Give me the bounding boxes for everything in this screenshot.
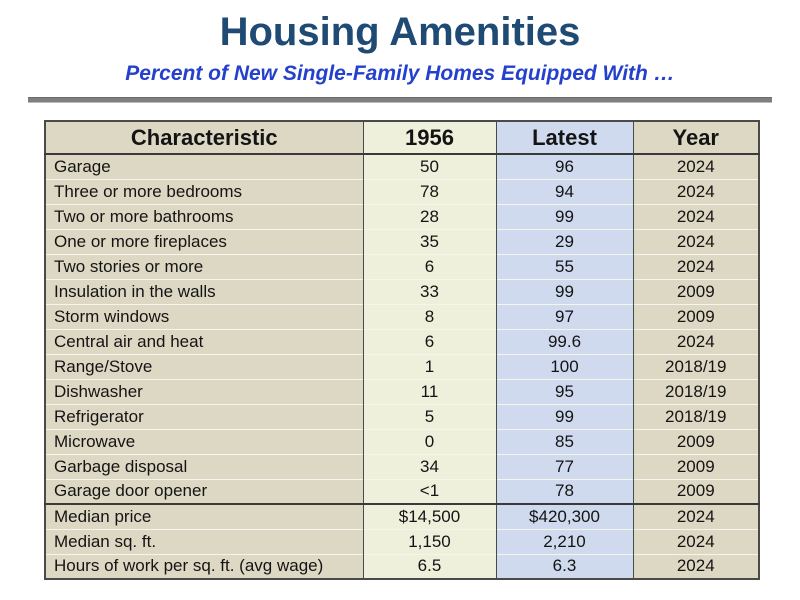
year-cell: 2009	[632, 478, 759, 504]
characteristic-cell: Microwave	[45, 428, 363, 454]
value-1956-cell: 78	[362, 178, 496, 204]
table-row: Central air and heat 6 99.6 2024	[45, 328, 759, 354]
characteristic-cell: Two stories or more	[45, 253, 363, 279]
year-cell: 2024	[632, 528, 759, 554]
value-1956-cell: 50	[362, 154, 496, 179]
column-header-year: Year	[632, 121, 759, 155]
table-row: Insulation in the walls 33 99 2009	[45, 278, 759, 304]
table-row: One or more fireplaces 35 29 2024	[45, 228, 759, 254]
housing-amenities-table-container: Characteristic 1956 Latest Year Garage 50…	[44, 120, 760, 580]
value-1956-cell: 6.5	[362, 553, 496, 579]
value-latest-cell: 55	[495, 253, 633, 279]
horizontal-divider	[28, 97, 772, 103]
year-cell: 2024	[632, 503, 759, 529]
value-latest-cell: 77	[495, 453, 633, 479]
year-cell: 2024	[632, 253, 759, 279]
year-cell: 2024	[632, 203, 759, 229]
table-row: Range/Stove 1 100 2018/19	[45, 353, 759, 379]
value-latest-cell: 78	[495, 478, 633, 504]
year-cell: 2024	[632, 553, 759, 579]
value-1956-cell: 5	[362, 403, 496, 429]
characteristic-cell: Garage	[45, 154, 363, 179]
year-cell: 2009	[632, 278, 759, 304]
page-subtitle: Percent of New Single-Family Homes Equip…	[125, 62, 675, 85]
characteristic-cell: Insulation in the walls	[45, 278, 363, 304]
characteristic-cell: Dishwasher	[45, 378, 363, 404]
value-latest-cell: $420,300	[495, 503, 633, 529]
table-row: Median sq. ft. 1,150 2,210 2024	[45, 528, 759, 554]
characteristic-cell: Median price	[45, 503, 363, 529]
value-latest-cell: 94	[495, 178, 633, 204]
table-row: Microwave 0 85 2009	[45, 428, 759, 454]
value-latest-cell: 85	[495, 428, 633, 454]
characteristic-cell: Storm windows	[45, 303, 363, 329]
table-row: Three or more bedrooms 78 94 2024	[45, 178, 759, 204]
value-1956-cell: 28	[362, 203, 496, 229]
characteristic-cell: Central air and heat	[45, 328, 363, 354]
year-cell: 2018/19	[632, 353, 759, 379]
value-latest-cell: 100	[495, 353, 633, 379]
value-1956-cell: 35	[362, 228, 496, 254]
table-header-row: Characteristic 1956 Latest Year	[45, 121, 759, 155]
value-1956-cell: 1,150	[362, 528, 496, 554]
table-body: Garage 50 96 2024 Three or more bedrooms 78 94…	[45, 154, 759, 579]
value-1956-cell: 8	[362, 303, 496, 329]
value-1956-cell: 6	[362, 253, 496, 279]
year-cell: 2018/19	[632, 403, 759, 429]
value-latest-cell: 6.3	[495, 553, 633, 579]
characteristic-cell: Median sq. ft.	[45, 528, 363, 554]
characteristic-cell: Refrigerator	[45, 403, 363, 429]
housing-amenities-table: Characteristic 1956 Latest Year Garage 50…	[44, 120, 760, 580]
column-header-1956: 1956	[362, 121, 496, 155]
value-latest-cell: 99	[495, 203, 633, 229]
table-row: Refrigerator 5 99 2018/19	[45, 403, 759, 429]
year-cell: 2009	[632, 428, 759, 454]
value-1956-cell: $14,500	[362, 503, 496, 529]
year-cell: 2009	[632, 453, 759, 479]
characteristic-cell: Hours of work per sq. ft. (avg wage)	[45, 553, 363, 579]
year-cell: 2018/19	[632, 378, 759, 404]
value-latest-cell: 99	[495, 278, 633, 304]
value-1956-cell: 6	[362, 328, 496, 354]
year-cell: 2024	[632, 178, 759, 204]
table-row: Dishwasher 11 95 2018/19	[45, 378, 759, 404]
year-cell: 2024	[632, 228, 759, 254]
value-latest-cell: 99	[495, 403, 633, 429]
table-row: Two stories or more 6 55 2024	[45, 253, 759, 279]
value-1956-cell: 33	[362, 278, 496, 304]
value-latest-cell: 96	[495, 154, 633, 179]
table-row: Median price $14,500 $420,300 2024	[45, 503, 759, 529]
table-row: Hours of work per sq. ft. (avg wage) 6.5 6…	[45, 553, 759, 579]
value-latest-cell: 99.6	[495, 328, 633, 354]
value-1956-cell: 1	[362, 353, 496, 379]
year-cell: 2009	[632, 303, 759, 329]
table-row: Storm windows 8 97 2009	[45, 303, 759, 329]
year-cell: 2024	[632, 154, 759, 179]
value-latest-cell: 95	[495, 378, 633, 404]
column-header-characteristic: Characteristic	[45, 121, 363, 155]
year-cell: 2024	[632, 328, 759, 354]
value-1956-cell: 11	[362, 378, 496, 404]
value-latest-cell: 2,210	[495, 528, 633, 554]
table-row: Garage 50 96 2024	[45, 154, 759, 179]
value-latest-cell: 29	[495, 228, 633, 254]
value-latest-cell: 97	[495, 303, 633, 329]
value-1956-cell: 0	[362, 428, 496, 454]
page-title: Housing Amenities	[219, 10, 581, 54]
table-row: Garage door opener <1 78 2009	[45, 478, 759, 504]
characteristic-cell: Three or more bedrooms	[45, 178, 363, 204]
characteristic-cell: One or more fireplaces	[45, 228, 363, 254]
characteristic-cell: Garbage disposal	[45, 453, 363, 479]
value-1956-cell: <1	[362, 478, 496, 504]
column-header-latest: Latest	[495, 121, 633, 155]
value-1956-cell: 34	[362, 453, 496, 479]
characteristic-cell: Two or more bathrooms	[45, 203, 363, 229]
table-row: Two or more bathrooms 28 99 2024	[45, 203, 759, 229]
table-row: Garbage disposal 34 77 2009	[45, 453, 759, 479]
characteristic-cell: Garage door opener	[45, 478, 363, 504]
characteristic-cell: Range/Stove	[45, 353, 363, 379]
